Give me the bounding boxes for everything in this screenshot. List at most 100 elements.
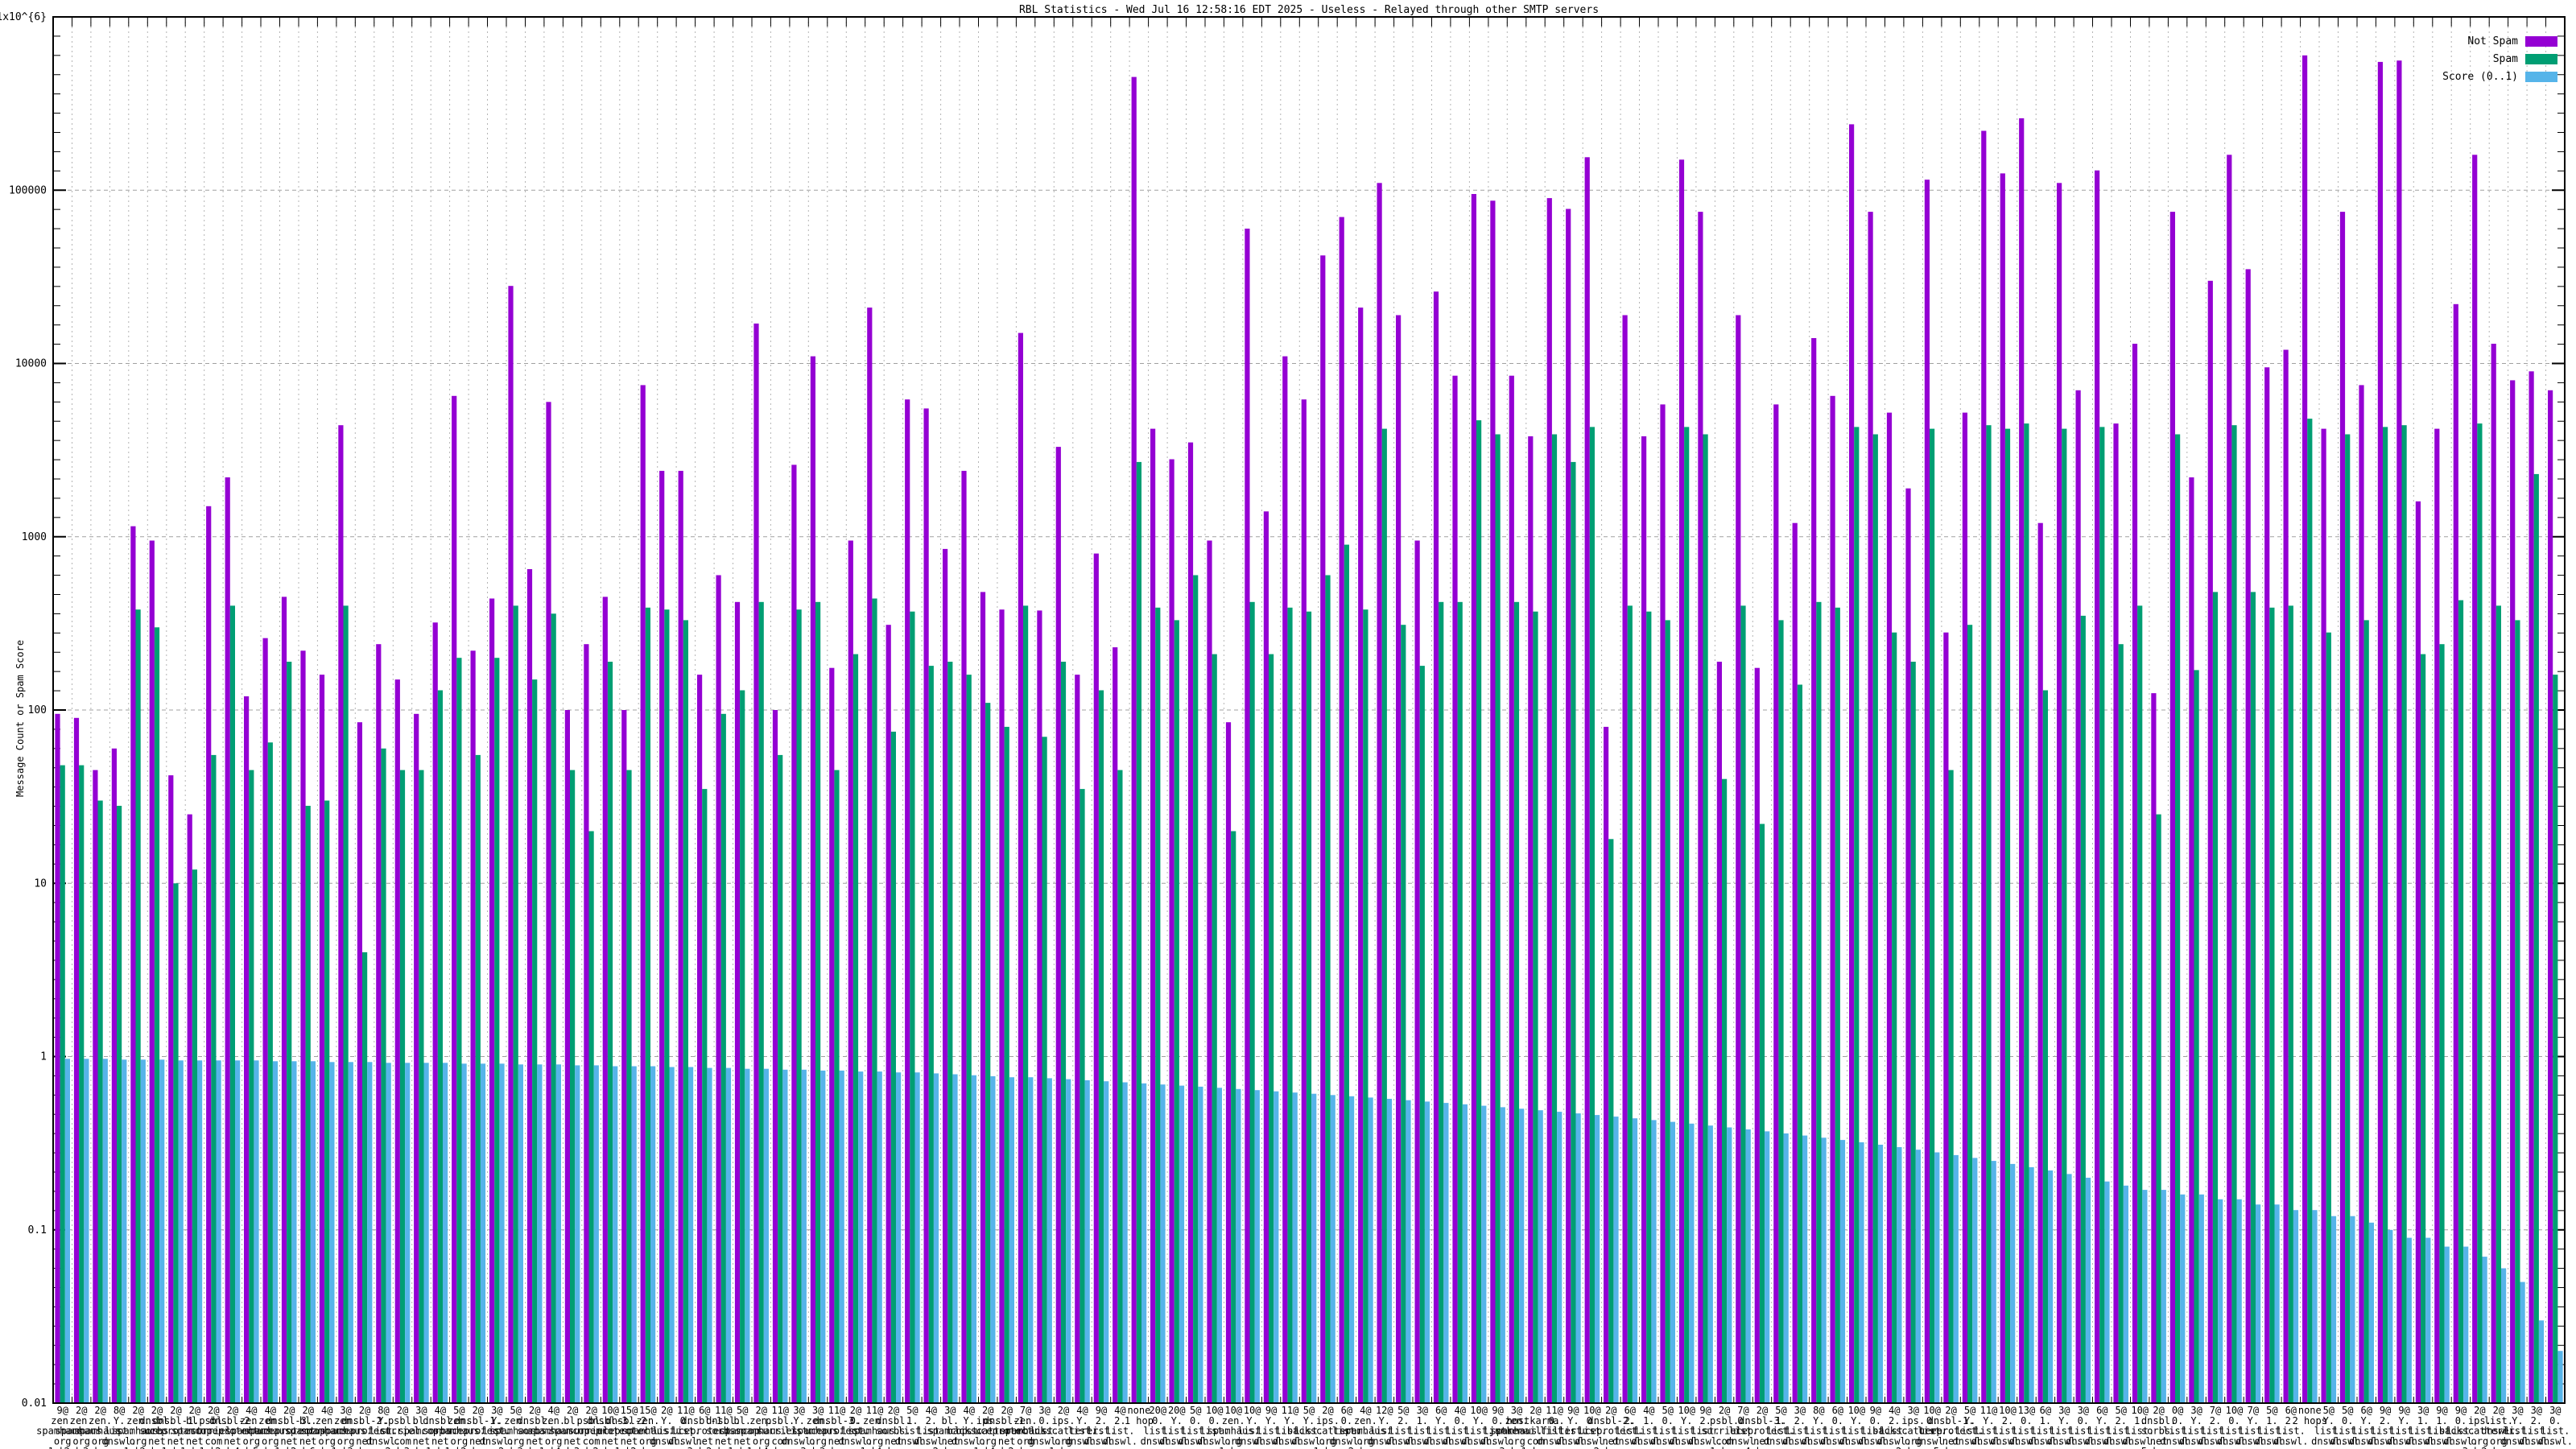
x-tick-label-line: list. bbox=[1446, 1426, 1475, 1437]
x-tick-label-line: 5@ bbox=[453, 1405, 464, 1416]
x-tick-label-line: 1. bbox=[2266, 1415, 2277, 1426]
x-tick-label-line: 0. bbox=[850, 1415, 861, 1426]
x-tick-label-line: dnswl. bbox=[2443, 1435, 2478, 1447]
x-tick-label-line: net bbox=[469, 1435, 487, 1447]
x-tick-label-line: 7@ bbox=[1737, 1405, 1748, 1416]
x-tick-label-line: 9@ bbox=[1265, 1405, 1277, 1416]
bar-score bbox=[1859, 1142, 1864, 1403]
bar-score bbox=[2330, 1216, 2337, 1403]
x-tick-label-line: 2@ bbox=[529, 1405, 540, 1416]
bar-score bbox=[1727, 1127, 1732, 1403]
x-tick-label-line: dnswl. bbox=[2519, 1435, 2553, 1447]
bar-spam bbox=[2383, 427, 2388, 1403]
x-tick-label-line: net bbox=[413, 1435, 431, 1447]
x-tick-label-line: spamcop. bbox=[398, 1426, 445, 1437]
x-tick-label-line: 1 hop bbox=[860, 1446, 889, 1449]
x-tick-label-line: 3@ bbox=[2531, 1405, 2542, 1416]
bar-score bbox=[1538, 1110, 1543, 1403]
x-tick-label-line: org bbox=[1885, 1446, 1903, 1449]
x-tick-label-line: list. bbox=[2446, 1426, 2475, 1437]
bar-spam bbox=[1551, 434, 1558, 1403]
x-tick-label-line: 9@ bbox=[2380, 1405, 2391, 1416]
bar-spam bbox=[740, 690, 745, 1403]
x-tick-label-line: 10@ bbox=[1244, 1405, 1261, 1416]
x-tick-label-line: 1 hop bbox=[1710, 1446, 1739, 1449]
bar-not-spam bbox=[546, 402, 551, 1403]
bar-not-spam bbox=[1282, 356, 1288, 1404]
x-tick-label-line: 6@ bbox=[699, 1405, 710, 1416]
bar-spam bbox=[1930, 428, 1935, 1403]
x-tick-label-line: zen. bbox=[51, 1415, 74, 1426]
bar-not-spam bbox=[2302, 55, 2308, 1403]
bar-spam bbox=[1004, 726, 1009, 1403]
bar-spam bbox=[2515, 620, 2520, 1403]
bar-spam bbox=[249, 770, 254, 1403]
x-tick-label-line: 1 hop bbox=[444, 1446, 473, 1449]
bar-not-spam bbox=[1962, 412, 1967, 1403]
bar-not-spam bbox=[2321, 428, 2326, 1403]
x-tick-label-line: surriel. bbox=[191, 1426, 237, 1437]
x-tick-label-line: spamcop. bbox=[927, 1426, 973, 1437]
bar-spam bbox=[1231, 831, 1236, 1403]
x-tick-label-line: 9@ bbox=[2455, 1405, 2467, 1416]
x-tick-label-line: 2 hops bbox=[1896, 1446, 1930, 1449]
bar-not-spam bbox=[1396, 315, 1402, 1403]
x-tick-label-line: bl. bbox=[413, 1415, 431, 1426]
x-tick-label-line: 5@ bbox=[510, 1405, 521, 1416]
x-tick-label-line: psbl. bbox=[199, 1415, 228, 1426]
bar-score bbox=[405, 1063, 411, 1403]
x-tick-label-line: sorbs. bbox=[423, 1426, 457, 1437]
x-tick-label-line: list. bbox=[898, 1426, 927, 1437]
x-tick-label-line: 5@ bbox=[2115, 1405, 2126, 1416]
legend: Not Spam Spam Score (0..1) bbox=[2442, 32, 2557, 85]
x-tick-label-line: 3 hops bbox=[800, 1446, 835, 1449]
x-tick-label-line: com bbox=[1715, 1435, 1733, 1447]
x-tick-label-line: ips. bbox=[1316, 1415, 1340, 1426]
x-tick-label-line: list. bbox=[1332, 1426, 1361, 1437]
x-tick-label-line: org bbox=[753, 1435, 770, 1447]
x-tick-label-line: org bbox=[72, 1435, 90, 1447]
x-tick-label-line: 2@ bbox=[397, 1405, 408, 1416]
x-tick-label-line: uceprotect. bbox=[975, 1426, 1038, 1437]
x-tick-label-line: 0. bbox=[1662, 1415, 1673, 1426]
bar-score bbox=[631, 1066, 637, 1403]
x-tick-label-line: 3@ bbox=[793, 1405, 804, 1416]
x-tick-label-line: org bbox=[1432, 1446, 1450, 1449]
x-tick-label-line: Y. bbox=[1435, 1415, 1447, 1426]
x-tick-label-line: 12@ bbox=[1376, 1405, 1393, 1416]
x-tick-label-line: 5@ bbox=[1303, 1405, 1315, 1416]
x-tick-label-line: surriel. bbox=[757, 1426, 803, 1437]
x-tick-label-line: 4@ bbox=[1114, 1405, 1125, 1416]
x-tick-label-line: zen. bbox=[1354, 1415, 1377, 1426]
bar-not-spam bbox=[1584, 157, 1590, 1403]
x-tick-label-line: dnswl. bbox=[1235, 1435, 1269, 1447]
bar-score bbox=[2425, 1237, 2431, 1403]
bar-spam bbox=[2118, 644, 2124, 1403]
bar-spam bbox=[2363, 620, 2369, 1403]
x-tick-label-line: 2@ bbox=[473, 1405, 484, 1416]
x-tick-label-line: com bbox=[771, 1435, 789, 1447]
x-tick-label-line: 1. bbox=[2417, 1415, 2429, 1426]
x-tick-label-line: 2@ bbox=[585, 1405, 597, 1416]
x-tick-label-line: dnswl. bbox=[2160, 1435, 2194, 1447]
x-tick-label-line: Y. bbox=[793, 1415, 804, 1426]
x-tick-label-line: spamhaus. bbox=[1340, 1426, 1392, 1437]
x-tick-label-line: org bbox=[2320, 1446, 2338, 1449]
x-tick-label-line: 4 hops bbox=[989, 1446, 1024, 1449]
x-tick-label-line: 1 hop bbox=[332, 1446, 361, 1449]
x-tick-label-line: 9@ bbox=[1096, 1405, 1107, 1416]
x-tick-label-line: 5@ bbox=[1775, 1405, 1786, 1416]
bar-not-spam bbox=[1678, 159, 1685, 1403]
x-tick-label-line: spamhaus. bbox=[433, 1426, 485, 1437]
bar-spam bbox=[1797, 684, 1802, 1403]
bar-spam bbox=[1608, 839, 1614, 1403]
bar-spam bbox=[1854, 427, 1860, 1403]
bar-spam bbox=[1401, 625, 1406, 1403]
x-tick-label-line: 9@ bbox=[56, 1405, 68, 1416]
x-tick-label-line: org bbox=[1262, 1446, 1280, 1449]
bar-score bbox=[272, 1061, 279, 1403]
x-tick-label-line: dnswl. bbox=[2500, 1435, 2535, 1447]
x-tick-label-line: org bbox=[2093, 1446, 2111, 1449]
x-tick-label-line: org bbox=[2434, 1446, 2451, 1449]
x-tick-label-line: zen. bbox=[1505, 1415, 1529, 1426]
